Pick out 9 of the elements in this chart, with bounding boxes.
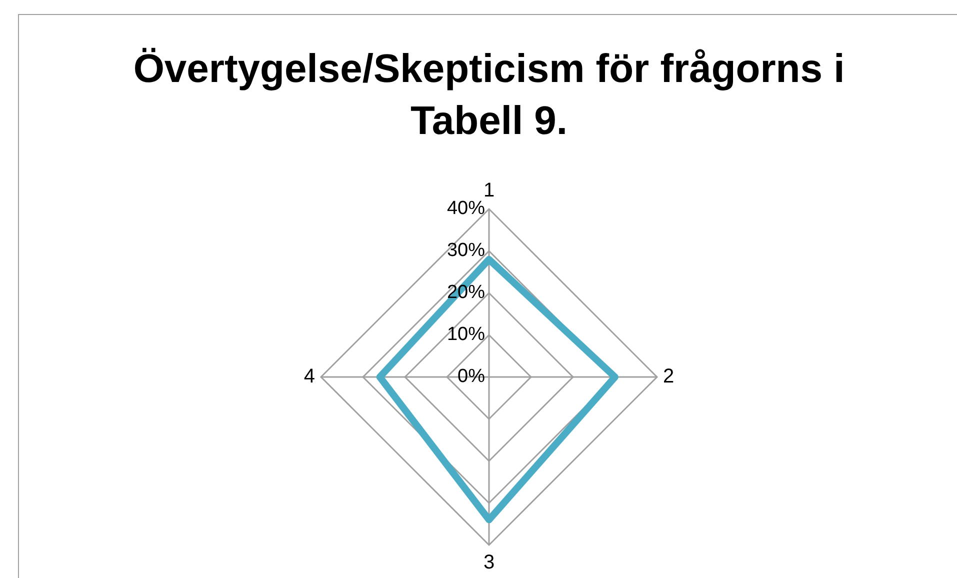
chart-title: Övertygelse/Skepticism för frågorns i Tabell 9. [132,46,846,145]
spoke-label: 2 [663,366,674,388]
y-tick-label: 40% [446,198,486,220]
spoke-label: 4 [304,366,315,388]
y-tick-label: 0% [458,366,486,388]
spoke-label: 1 [483,180,495,202]
spoke-label: 3 [483,552,495,574]
y-tick-label: 10% [446,324,486,346]
y-tick-label: 30% [446,240,486,262]
